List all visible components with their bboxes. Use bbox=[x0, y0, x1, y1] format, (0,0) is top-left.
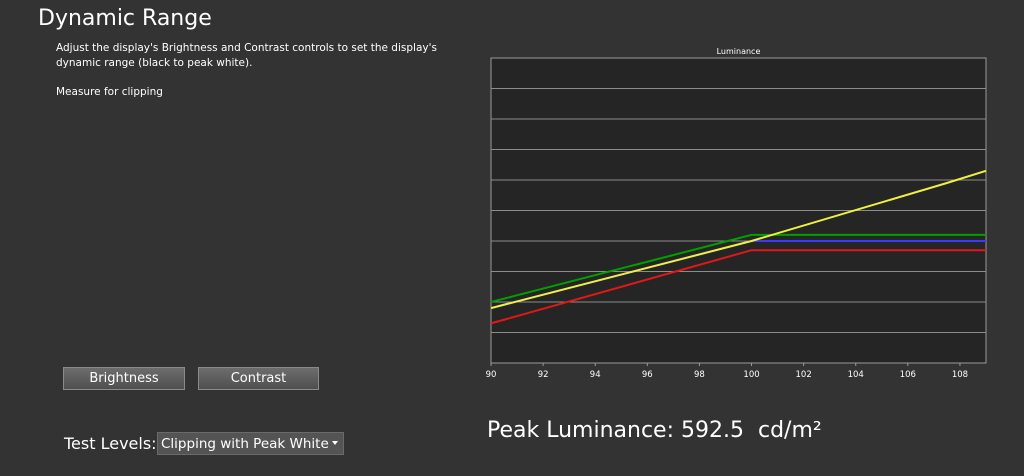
page-description: Adjust the display's Brightness and Cont… bbox=[56, 42, 437, 69]
x-tick-label: 108 bbox=[952, 370, 968, 380]
measure-label: Measure for clipping bbox=[56, 86, 163, 98]
x-tick-label: 96 bbox=[642, 370, 653, 380]
x-tick-label: 90 bbox=[486, 370, 497, 380]
series-line-2 bbox=[490, 249, 986, 325]
x-tick-label: 106 bbox=[900, 370, 916, 380]
x-tick-label: 94 bbox=[590, 370, 601, 380]
series-line-0 bbox=[490, 233, 986, 303]
x-tick-label: 100 bbox=[743, 370, 759, 380]
x-tick-label: 98 bbox=[694, 370, 705, 380]
brightness-button[interactable]: Brightness bbox=[63, 367, 185, 390]
x-tick-label: 104 bbox=[848, 370, 864, 380]
chevron-down-icon bbox=[332, 441, 338, 445]
peak-luminance-label: Peak Luminance: bbox=[487, 418, 674, 443]
series-line-3 bbox=[490, 169, 987, 310]
page-title: Dynamic Range bbox=[38, 6, 212, 31]
chart-title: Luminance bbox=[717, 47, 761, 56]
peak-luminance-readout: Peak Luminance: 592.5 cd/m² bbox=[487, 418, 822, 443]
x-tick-label: 92 bbox=[538, 370, 549, 380]
peak-luminance-unit: cd/m² bbox=[757, 418, 822, 443]
x-tick-label: 102 bbox=[796, 370, 812, 380]
test-levels-selected: Clipping with Peak White bbox=[161, 435, 329, 452]
contrast-button[interactable]: Contrast bbox=[198, 367, 319, 390]
test-levels-select[interactable]: Clipping with Peak White bbox=[157, 432, 344, 455]
peak-luminance-value: 592.5 bbox=[681, 418, 744, 443]
luminance-chart: Luminance 90 92 94 96 98 100 102 104 106 108 bbox=[486, 47, 987, 380]
test-levels-label: Test Levels: bbox=[64, 434, 157, 453]
